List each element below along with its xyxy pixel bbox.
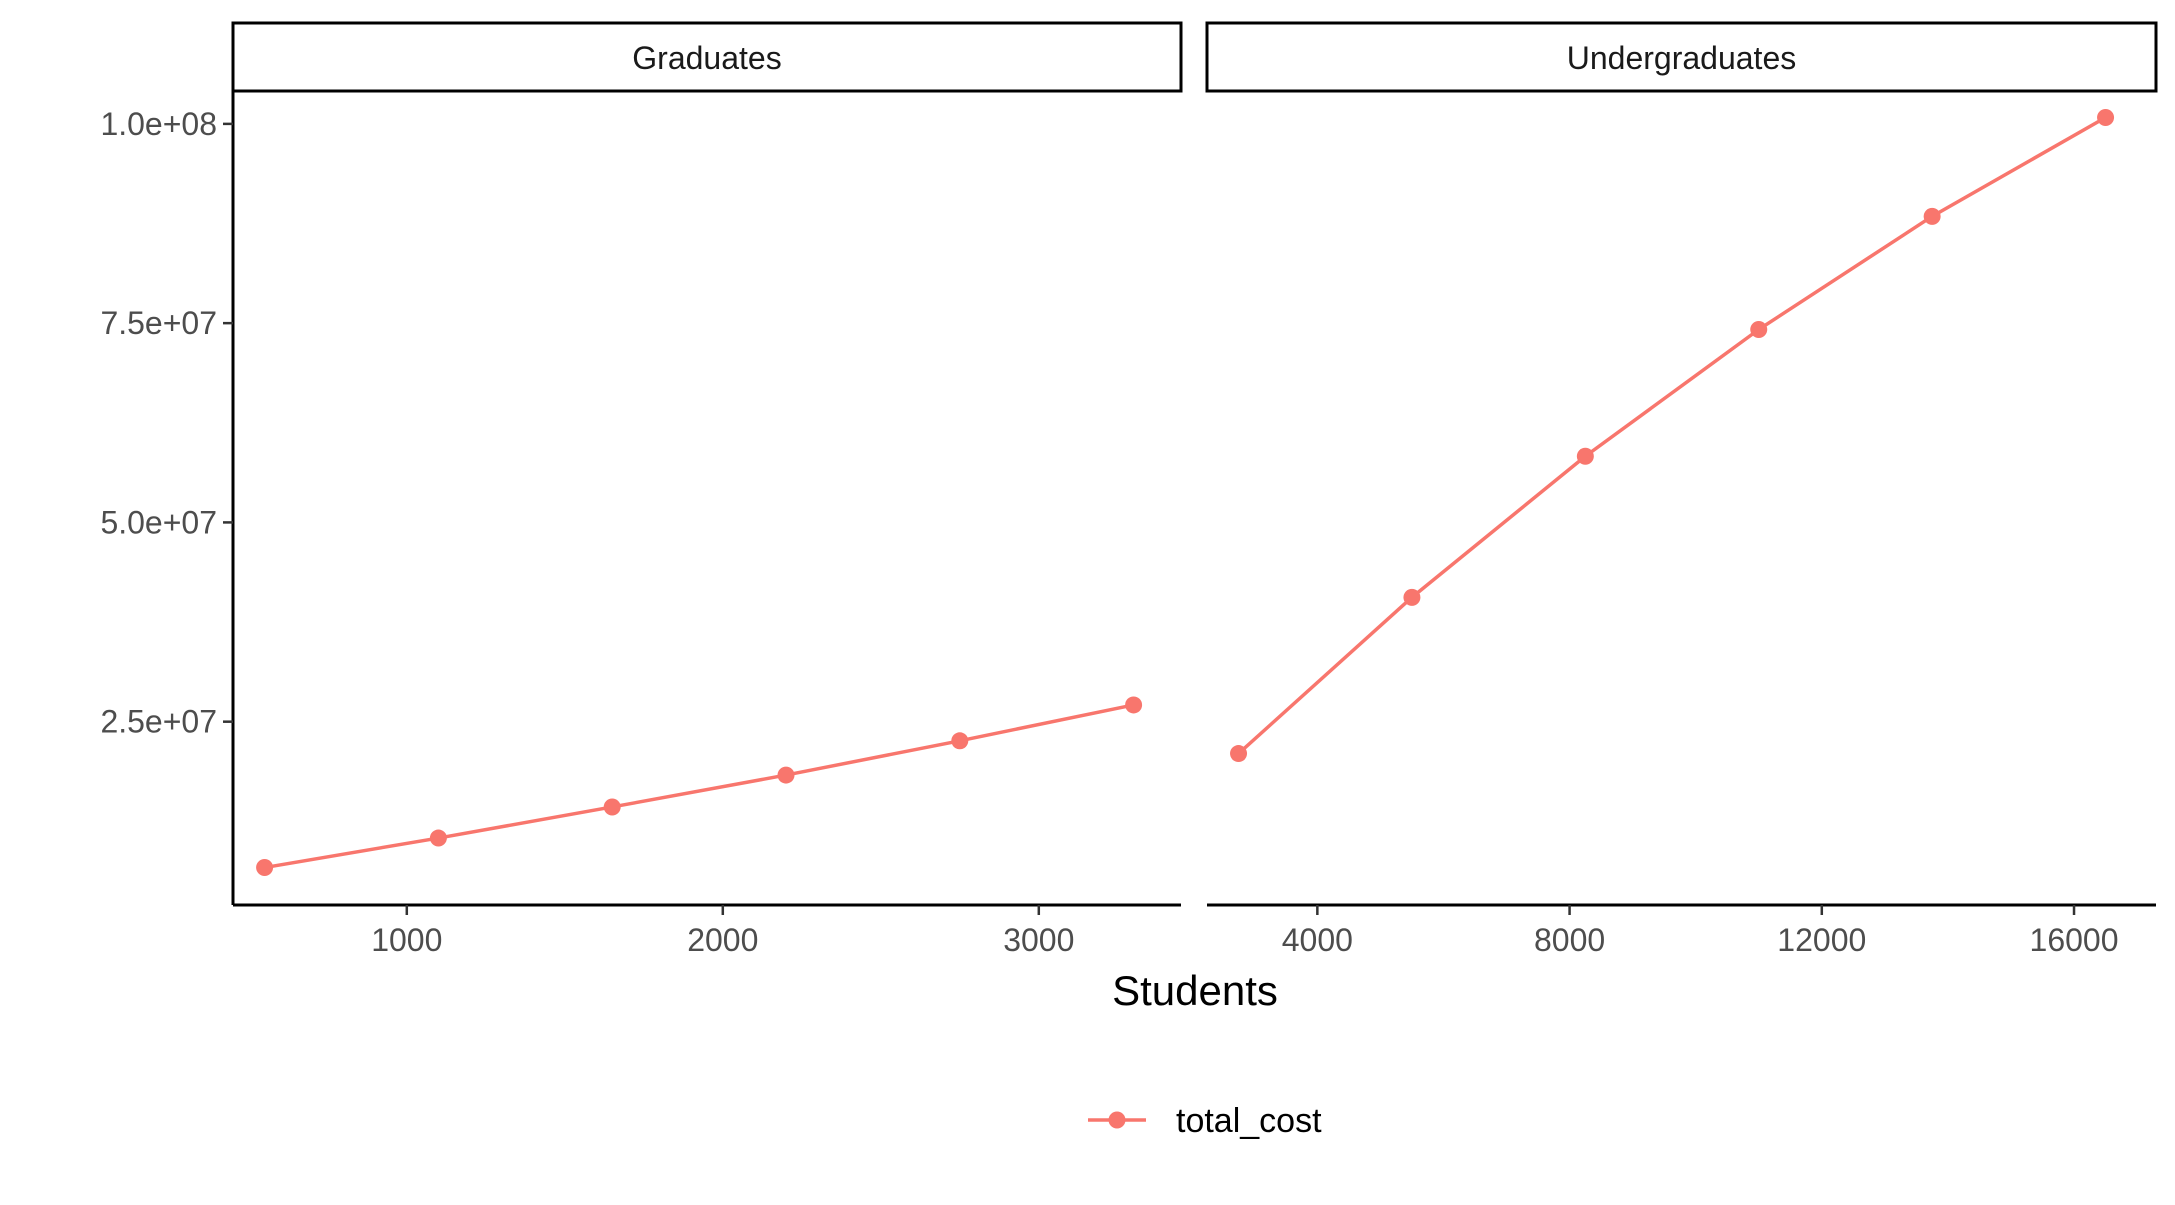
panel-graduates: Graduates 2.5e+07 5.0e+07 7.5e+07 1.0e+08 100… [100, 21, 1183, 958]
data-point [429, 829, 447, 847]
data-point [256, 859, 274, 877]
y-tick-label: 1.0e+08 [100, 106, 217, 142]
data-point [1750, 321, 1768, 339]
data-point [1125, 696, 1143, 714]
y-tick-label: 5.0e+07 [100, 504, 217, 540]
data-point [2097, 109, 2115, 127]
x-tick-label: 2000 [687, 922, 758, 958]
panel-undergraduates: Undergraduates 4000 8000 12000 16000 [1205, 21, 2158, 958]
data-point [603, 798, 621, 816]
data-point [1403, 588, 1421, 606]
data-point [1923, 207, 1941, 225]
legend-label: total_cost [1176, 1102, 1322, 1140]
panels-layer: Graduates 2.5e+07 5.0e+07 7.5e+07 1.0e+08 100… [100, 21, 2158, 958]
x-tick-label: 1000 [371, 922, 442, 958]
data-point [1230, 745, 1248, 763]
y-tick-label: 2.5e+07 [100, 704, 217, 740]
x-tick-label: 12000 [1777, 922, 1866, 958]
data-point [1576, 447, 1594, 465]
legend-key-point [1108, 1111, 1126, 1129]
facet-strip [1205, 21, 2158, 93]
series-line-total_cost [264, 703, 1134, 870]
data-point [951, 732, 969, 750]
x-tick-label: 4000 [1282, 922, 1353, 958]
x-tick-label: 8000 [1534, 922, 1605, 958]
x-tick-label: 3000 [1003, 922, 1074, 958]
series-line-total_cost [1237, 115, 2107, 755]
facet-strip [231, 21, 1183, 93]
facet-strip-label: Undergraduates [1567, 40, 1796, 76]
data-point [777, 766, 795, 784]
facet-strip-label: Graduates [632, 40, 781, 76]
legend: total_cost [1088, 1102, 1322, 1140]
y-tick-label: 7.5e+07 [100, 305, 217, 341]
x-axis-title: Students [1112, 967, 1278, 1014]
x-tick-label: 16000 [2030, 922, 2119, 958]
